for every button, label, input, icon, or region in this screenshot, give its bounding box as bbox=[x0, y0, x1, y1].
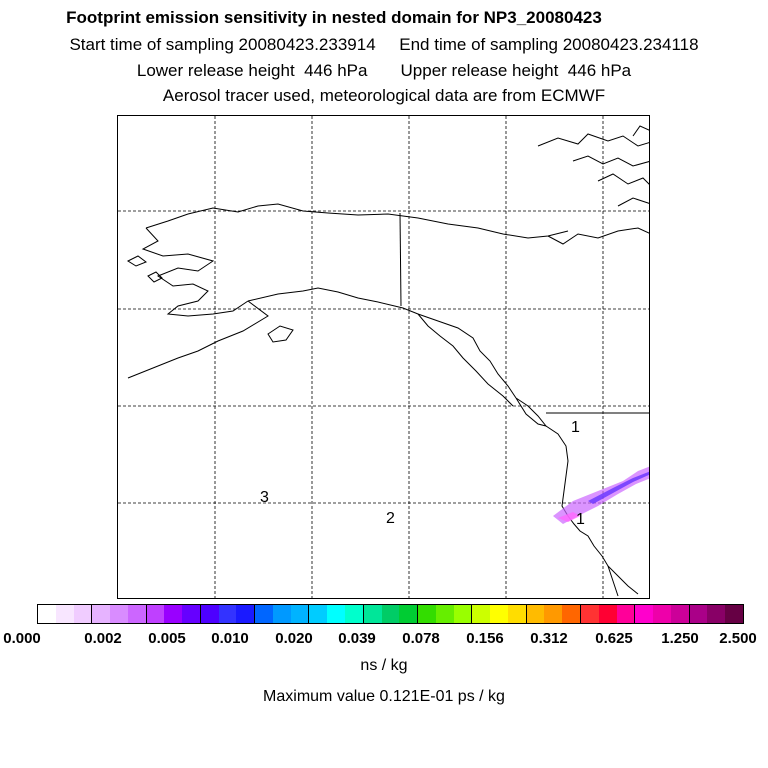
colorbar-segment bbox=[345, 605, 364, 623]
coastline bbox=[545, 425, 639, 595]
release-height-line: Lower release height 446 hPa Upper relea… bbox=[136, 61, 632, 80]
coastline bbox=[127, 300, 269, 379]
coastline bbox=[141, 227, 249, 317]
colorbar-tick-label: 0.000 bbox=[3, 630, 41, 647]
coastline bbox=[572, 155, 649, 167]
release-marker: 2 bbox=[386, 510, 395, 527]
colorbar-segment bbox=[272, 605, 291, 623]
coastline bbox=[145, 203, 569, 239]
colorbar-segment bbox=[616, 605, 636, 623]
colorbar-tick-label: 0.156 bbox=[466, 630, 504, 647]
colorbar-segment bbox=[598, 605, 617, 623]
coastline bbox=[377, 301, 517, 399]
coastline bbox=[537, 133, 649, 147]
footprint-plume bbox=[553, 466, 649, 524]
colorbar-segment bbox=[507, 605, 527, 623]
colorbar-segment bbox=[707, 605, 726, 623]
graticule bbox=[118, 116, 649, 598]
colorbar-tick-label: 0.078 bbox=[402, 630, 440, 647]
sampling-time-line: Start time of sampling 20080423.233914 E… bbox=[69, 35, 699, 54]
colorbar-segment bbox=[562, 605, 581, 623]
colorbar-segment bbox=[435, 605, 454, 623]
coastline bbox=[515, 397, 548, 427]
colorbar-segment bbox=[670, 605, 690, 623]
coastlines bbox=[126, 125, 649, 597]
colorbar-units: ns / kg bbox=[360, 657, 408, 674]
colorbar-segment bbox=[236, 605, 256, 623]
coastline bbox=[547, 227, 649, 245]
coastline bbox=[597, 173, 649, 185]
map-panel: 1 2 3 1 bbox=[117, 115, 650, 599]
colorbar-segment bbox=[725, 605, 743, 623]
colorbar-segment bbox=[110, 605, 128, 623]
coastline bbox=[267, 325, 294, 343]
release-marker: 3 bbox=[260, 489, 269, 506]
release-marker: 1 bbox=[571, 419, 580, 436]
colorbar-tick-label: 0.005 bbox=[148, 630, 186, 647]
colorbar-tick-label: 0.010 bbox=[211, 630, 249, 647]
colorbar-segment bbox=[127, 605, 147, 623]
colorbar-segment bbox=[38, 605, 56, 623]
colorbar-tick-label: 0.625 bbox=[595, 630, 633, 647]
colorbar-segment bbox=[526, 605, 545, 623]
coastline bbox=[126, 255, 148, 267]
colorbar-segment bbox=[327, 605, 346, 623]
plume-tail bbox=[558, 512, 580, 522]
colorbar-segment bbox=[55, 605, 74, 623]
colorbar-segment bbox=[255, 605, 273, 623]
colorbar-tick-label: 0.002 bbox=[84, 630, 122, 647]
figure-title: Footprint emission sensitivity in nested… bbox=[66, 8, 602, 27]
coastline bbox=[417, 313, 514, 407]
colorbar-tick-label: 0.312 bbox=[530, 630, 568, 647]
colorbar-segment bbox=[453, 605, 473, 623]
plume-core bbox=[588, 471, 649, 504]
coastline bbox=[147, 271, 163, 283]
colorbar-segment bbox=[544, 605, 563, 623]
colorbar-segment bbox=[363, 605, 382, 623]
coastline bbox=[632, 125, 649, 137]
coastline bbox=[247, 287, 379, 303]
release-marker: 1 bbox=[576, 511, 585, 528]
colorbar-segment bbox=[218, 605, 237, 623]
colorbar-segment bbox=[73, 605, 93, 623]
colorbar-segment bbox=[490, 605, 508, 623]
colorbar-segment bbox=[309, 605, 328, 623]
colorbar-tick-label: 2.500 bbox=[719, 630, 757, 647]
map-svg bbox=[118, 116, 649, 598]
colorbar-tick-label: 1.250 bbox=[661, 630, 699, 647]
colorbar-segment bbox=[146, 605, 165, 623]
colorbar-segment bbox=[381, 605, 400, 623]
colorbar bbox=[37, 604, 744, 624]
colorbar-segment bbox=[200, 605, 219, 623]
maximum-value-text: Maximum value 0.121E-01 ps / kg bbox=[263, 688, 505, 705]
colorbar-tick-label: 0.020 bbox=[275, 630, 313, 647]
colorbar-segment bbox=[290, 605, 310, 623]
colorbar-segment bbox=[399, 605, 419, 623]
colorbar-segment bbox=[653, 605, 671, 623]
coastline bbox=[617, 197, 649, 207]
alaska-canada-border bbox=[399, 212, 402, 307]
colorbar-segment bbox=[164, 605, 183, 623]
colorbar-segment bbox=[580, 605, 599, 623]
coastline bbox=[607, 565, 619, 597]
colorbar-tick-label: 0.039 bbox=[338, 630, 376, 647]
data-source-line: Aerosol tracer used, meteorological data… bbox=[162, 86, 606, 105]
colorbar-segment bbox=[182, 605, 201, 623]
colorbar-segment bbox=[92, 605, 111, 623]
colorbar-segment bbox=[418, 605, 436, 623]
colorbar-segment bbox=[472, 605, 491, 623]
colorbar-segment bbox=[635, 605, 654, 623]
colorbar-segment bbox=[689, 605, 708, 623]
